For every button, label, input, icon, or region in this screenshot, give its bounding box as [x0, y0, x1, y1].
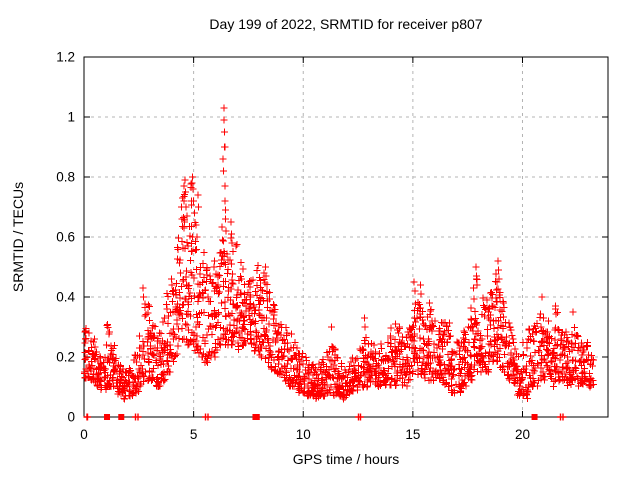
- zero-marker-block: [531, 414, 538, 420]
- y-tick-label: 0: [67, 410, 75, 425]
- y-tick-label: 0.2: [56, 350, 75, 365]
- x-tick-label: 0: [80, 427, 88, 442]
- x-tick-label: 15: [405, 427, 420, 442]
- x-tick-label: 20: [515, 427, 530, 442]
- x-axis-title: GPS time / hours: [292, 451, 400, 467]
- y-tick-label: 0.6: [56, 230, 75, 245]
- zero-marker-block: [104, 414, 111, 420]
- x-tick-label: 5: [190, 427, 198, 442]
- y-tick-label: 0.4: [56, 290, 75, 305]
- y-tick-label: 1.2: [56, 50, 75, 65]
- zero-marker-block: [253, 414, 260, 420]
- y-tick-label: 1: [67, 110, 75, 125]
- x-tick-label: 10: [296, 427, 311, 442]
- y-tick-label: 0.8: [56, 170, 75, 185]
- data-points: [81, 104, 597, 403]
- zero-marker-block: [118, 414, 125, 420]
- zero-markers: [83, 413, 567, 421]
- chart-title: Day 199 of 2022, SRMTID for receiver p80…: [209, 16, 483, 32]
